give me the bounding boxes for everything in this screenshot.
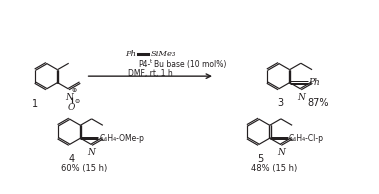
Text: Ph: Ph (125, 50, 136, 58)
Text: 87%: 87% (308, 98, 329, 108)
Text: N: N (65, 93, 73, 101)
Text: 3: 3 (277, 98, 283, 108)
Text: C₆H₄-Cl-p: C₆H₄-Cl-p (289, 134, 324, 143)
Text: SiMe₃: SiMe₃ (150, 50, 175, 58)
Text: DMF, rt, 1 h: DMF, rt, 1 h (128, 69, 173, 78)
Text: Bu base (10 mol%): Bu base (10 mol%) (154, 60, 226, 69)
Text: N: N (88, 148, 96, 157)
Text: O: O (68, 103, 75, 112)
Text: 60% (15 h): 60% (15 h) (61, 164, 108, 172)
Text: ⊕: ⊕ (71, 87, 76, 93)
Text: t: t (150, 59, 152, 64)
Text: N: N (277, 148, 285, 157)
Text: 5: 5 (257, 154, 264, 164)
Text: C₆H₄-OMe-p: C₆H₄-OMe-p (99, 134, 144, 143)
Text: Ph: Ph (309, 78, 320, 87)
Text: P4-: P4- (138, 60, 150, 69)
Text: 1: 1 (32, 99, 38, 109)
Text: 4: 4 (68, 154, 74, 164)
Text: N: N (297, 93, 305, 101)
Text: ⊖: ⊖ (74, 100, 79, 104)
Text: 48% (15 h): 48% (15 h) (251, 164, 297, 172)
